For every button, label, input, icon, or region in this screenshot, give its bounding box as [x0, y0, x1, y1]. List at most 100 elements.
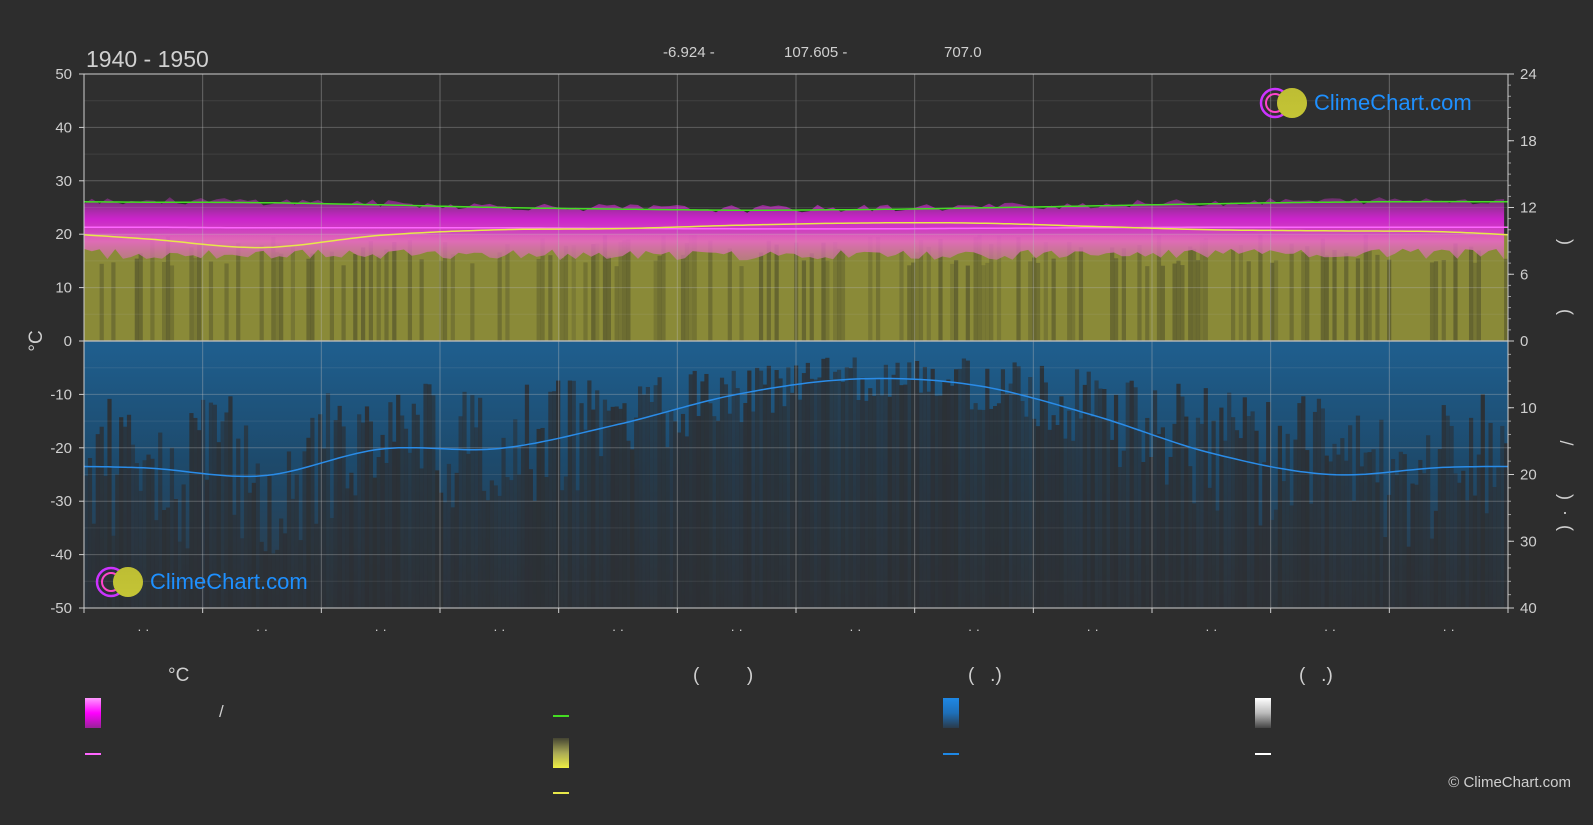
sunshine-day-bar	[193, 257, 198, 341]
precip-day-bar	[911, 378, 916, 608]
precip-day-bar	[981, 409, 986, 608]
precip-day-bar	[1363, 452, 1368, 608]
precip-day-bar	[1121, 450, 1126, 608]
precip-day-bar	[138, 490, 143, 608]
precip-day-bar	[267, 474, 272, 608]
sunshine-day-bar	[766, 240, 771, 341]
precip-day-bar	[396, 394, 401, 608]
sunshine-day-bar	[938, 238, 943, 341]
precipitation-line	[83, 377, 1508, 478]
sunshine-day-bar	[138, 253, 143, 341]
precip-day-bar	[665, 447, 670, 608]
sunshine-day-bar	[392, 242, 397, 341]
sunshine-day-bar	[150, 235, 155, 341]
precip-day-bar	[770, 412, 775, 608]
precip-day-bar	[321, 448, 327, 608]
precip-day-bar	[708, 403, 713, 608]
sunshine-day-bar	[169, 265, 175, 341]
precip-day-bar	[1266, 402, 1271, 608]
precip-day-bar	[950, 385, 955, 608]
y-tick-label-left: -30	[50, 493, 72, 510]
precip-day-bar	[1277, 425, 1283, 608]
precip-day-bar	[158, 432, 163, 608]
precip-day-bar	[208, 402, 214, 608]
precip-day-bar	[883, 364, 888, 608]
precip-day-bar	[1492, 487, 1497, 608]
precip-day-bar	[290, 498, 295, 608]
sunshine-day-bar	[758, 252, 764, 341]
precip-day-bar	[587, 380, 592, 608]
precip-day-bar	[1324, 455, 1329, 608]
logo-top-right[interactable]: ClimeChart.com	[1258, 86, 1472, 120]
sunshine-day-bar	[973, 237, 978, 341]
precip-day-bar	[282, 533, 288, 608]
precip-day-bar	[259, 541, 264, 608]
precip-day-bar	[442, 502, 448, 608]
precip-day-bar	[1410, 483, 1415, 608]
precip-day-bar	[688, 374, 693, 608]
precip-day-bar	[1406, 546, 1411, 608]
precip-day-bar	[1082, 384, 1087, 608]
sunshine-day-bar	[1176, 260, 1181, 341]
sunshine-day-bar	[591, 244, 596, 341]
precip-day-bar	[509, 480, 514, 608]
precip-day-bar	[357, 414, 362, 608]
precip-day-bar	[1293, 439, 1298, 608]
sunshine-day-bar	[1113, 258, 1119, 341]
precip-day-bar	[115, 474, 120, 608]
precip-day-bar	[1476, 454, 1481, 608]
precip-day-bar	[1480, 394, 1485, 608]
precip-day-bar	[696, 416, 701, 608]
sunshine-day-bar	[353, 253, 358, 341]
precip-day-bar	[1445, 415, 1450, 608]
sunshine-day-bar	[954, 260, 959, 341]
y-tick-label-left: 0	[64, 333, 72, 350]
sunshine-day-bar	[1305, 246, 1310, 341]
precip-day-bar	[501, 437, 506, 608]
precip-day-bar	[1379, 419, 1384, 608]
precip-day-bar	[505, 477, 510, 608]
elevation-label: 707.0	[944, 44, 982, 61]
logo-bottom-left[interactable]: ClimeChart.com	[94, 565, 308, 599]
sunshine-day-bar	[1067, 241, 1072, 341]
precip-day-bar	[1176, 383, 1181, 608]
y-tick-label-left: 50	[55, 66, 72, 83]
precip-day-bar	[1281, 481, 1286, 608]
precip-day-bar	[107, 398, 112, 608]
precip-day-bar	[446, 463, 452, 608]
sunshine-day-bar	[907, 265, 912, 341]
precip-day-bar	[794, 365, 799, 608]
sunshine-day-bar	[618, 241, 623, 341]
precip-day-bar	[134, 463, 139, 608]
precip-day-bar	[1426, 435, 1431, 608]
x-tick-label: · ·	[1324, 622, 1336, 637]
sunshine-day-bar	[1270, 262, 1275, 341]
precip-day-bar	[1191, 503, 1197, 608]
precip-day-bar	[400, 415, 405, 608]
sunshine-day-bar	[1504, 258, 1509, 341]
precip-day-bar	[1020, 400, 1025, 608]
sunshine-day-bar	[950, 263, 955, 341]
precip-day-bar	[673, 421, 678, 608]
precip-day-bar	[825, 357, 830, 608]
precip-day-bar	[653, 385, 658, 608]
precip-day-bar	[567, 380, 572, 608]
sunshine-day-bar	[1160, 265, 1165, 341]
longitude-label: 107.605 -	[784, 44, 848, 61]
latitude-label: -6.924 -	[663, 44, 715, 61]
sunshine-day-bar	[1355, 258, 1361, 341]
legend-swatch-sunshine-mean	[553, 792, 569, 794]
sunshine-day-bar	[1433, 261, 1439, 341]
precip-day-bar	[766, 365, 771, 608]
precip-day-bar	[661, 413, 666, 608]
precip-day-bar	[419, 468, 424, 608]
precip-day-bar	[439, 492, 444, 608]
precip-day-bar	[969, 409, 974, 608]
sunshine-day-bar	[965, 265, 970, 341]
y-tick-label-left: 20	[55, 226, 72, 243]
precip-day-bar	[1012, 362, 1017, 608]
precip-day-bar	[360, 422, 366, 608]
sunshine-day-bar	[1203, 238, 1208, 341]
precip-day-bar	[540, 427, 545, 608]
precip-day-bar	[844, 367, 849, 608]
